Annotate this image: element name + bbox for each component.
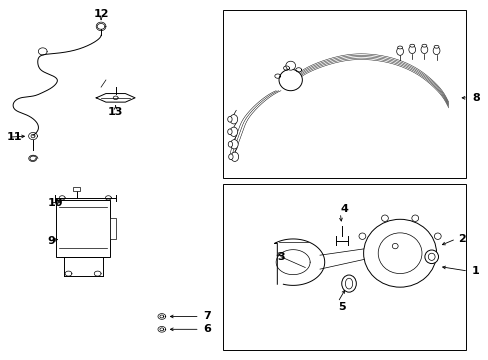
Ellipse shape xyxy=(424,250,438,264)
Ellipse shape xyxy=(421,44,426,47)
Ellipse shape xyxy=(230,140,238,149)
Ellipse shape xyxy=(358,233,365,239)
Ellipse shape xyxy=(396,48,403,55)
Text: 9: 9 xyxy=(47,236,55,246)
Bar xyxy=(56,200,110,257)
Ellipse shape xyxy=(341,275,356,292)
Text: 12: 12 xyxy=(93,9,109,19)
Bar xyxy=(222,184,465,350)
Ellipse shape xyxy=(397,46,402,49)
Ellipse shape xyxy=(408,46,415,54)
Ellipse shape xyxy=(411,215,418,221)
Ellipse shape xyxy=(391,243,397,249)
Text: 2: 2 xyxy=(458,234,465,244)
Bar xyxy=(222,10,465,178)
Ellipse shape xyxy=(381,215,387,221)
Text: 7: 7 xyxy=(203,311,210,321)
Ellipse shape xyxy=(227,129,232,135)
Bar xyxy=(73,187,80,192)
Ellipse shape xyxy=(229,127,237,136)
Text: 8: 8 xyxy=(471,93,479,103)
Text: 5: 5 xyxy=(337,302,345,312)
Text: 1: 1 xyxy=(471,266,479,276)
Ellipse shape xyxy=(227,116,232,122)
Bar xyxy=(110,217,116,239)
Ellipse shape xyxy=(228,154,233,159)
Ellipse shape xyxy=(409,44,414,47)
Ellipse shape xyxy=(229,114,237,124)
Ellipse shape xyxy=(433,233,440,239)
Text: 4: 4 xyxy=(340,203,347,213)
Ellipse shape xyxy=(279,69,302,91)
Ellipse shape xyxy=(285,61,295,70)
Ellipse shape xyxy=(420,46,427,54)
Ellipse shape xyxy=(228,141,232,147)
Text: 11: 11 xyxy=(6,132,21,142)
Ellipse shape xyxy=(433,45,438,48)
Ellipse shape xyxy=(363,219,436,287)
Ellipse shape xyxy=(230,152,238,161)
Text: 10: 10 xyxy=(47,198,63,208)
Text: 13: 13 xyxy=(108,107,123,117)
Text: 6: 6 xyxy=(203,324,211,334)
Ellipse shape xyxy=(432,47,439,55)
Text: 3: 3 xyxy=(277,252,284,262)
